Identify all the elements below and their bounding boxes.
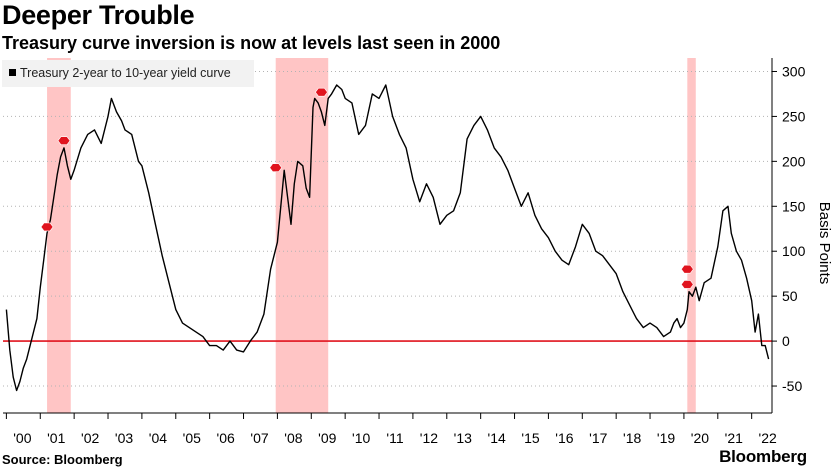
x-tick-label: '01 xyxy=(47,430,65,446)
x-tick-label: '13 xyxy=(454,430,472,446)
y-tick-label: 200 xyxy=(782,153,806,169)
recession-bands xyxy=(47,58,696,413)
recession-band-0 xyxy=(47,58,71,413)
x-tick-label: '07 xyxy=(250,430,268,446)
y-tick-label: 250 xyxy=(782,108,806,124)
x-tick-label: '11 xyxy=(386,430,403,446)
x-tick-label: '05 xyxy=(183,430,201,446)
x-axis-ticks: '00 '01 '02 '03 '04 '05 '06 '07 '08 '09 '10 '11 '12 '… xyxy=(5,413,777,446)
recession-band-1 xyxy=(275,58,329,413)
legend: Treasury 2-year to 10-year yield curve xyxy=(2,60,254,87)
x-tick-label: '04 xyxy=(149,430,167,446)
y-tick-label: 300 xyxy=(782,63,806,79)
y-axis-label: Basis Points xyxy=(816,202,833,285)
annotation-marker-2 xyxy=(269,163,283,172)
bloomberg-logo: Bloomberg xyxy=(719,447,807,466)
y-tick-label: 0 xyxy=(782,333,790,349)
markers xyxy=(40,87,694,289)
chart-subtitle: Treasury curve inversion is now at level… xyxy=(2,33,501,53)
x-tick-label: '16 xyxy=(555,430,573,446)
x-tick-label: '17 xyxy=(589,430,607,446)
x-tick-label: '15 xyxy=(521,430,539,446)
x-tick-label: '08 xyxy=(284,430,302,446)
annotation-marker-4 xyxy=(680,264,694,274)
x-tick-label: '20 xyxy=(691,430,709,446)
x-tick-label: '00 xyxy=(13,430,31,446)
x-tick-label: '19 xyxy=(657,430,675,446)
y-axis-ticks: -50 0 50 100 150 200 250 300 xyxy=(772,63,806,394)
chart-title: Deeper Trouble xyxy=(2,0,195,30)
y-tick-label: 150 xyxy=(782,198,806,214)
recession-band-2 xyxy=(687,58,696,413)
x-tick-label: '09 xyxy=(318,430,336,446)
legend-swatch xyxy=(9,69,16,76)
x-tick-label: '03 xyxy=(115,430,133,446)
x-tick-label: '21 xyxy=(725,430,743,446)
gridlines xyxy=(3,70,772,387)
legend-label: Treasury 2-year to 10-year yield curve xyxy=(20,66,231,80)
x-tick-label: '22 xyxy=(759,430,777,446)
annotation-marker-5 xyxy=(680,280,694,289)
x-tick-label: '14 xyxy=(488,430,506,446)
y-tick-label: -50 xyxy=(782,378,802,394)
source-note: Source: Bloomberg xyxy=(2,452,123,467)
x-tick-label: '06 xyxy=(217,430,235,446)
y-tick-label: 100 xyxy=(782,243,806,259)
x-tick-label: '18 xyxy=(623,430,641,446)
x-tick-label: '02 xyxy=(81,430,99,446)
y-tick-label: 50 xyxy=(782,288,798,304)
annotation-marker-0 xyxy=(40,222,54,232)
x-tick-label: '12 xyxy=(420,430,438,446)
annotation-marker-1 xyxy=(57,136,71,145)
x-tick-label: '10 xyxy=(352,430,370,446)
annotation-marker-3 xyxy=(315,87,328,97)
series-line-yield-curve xyxy=(5,84,770,392)
